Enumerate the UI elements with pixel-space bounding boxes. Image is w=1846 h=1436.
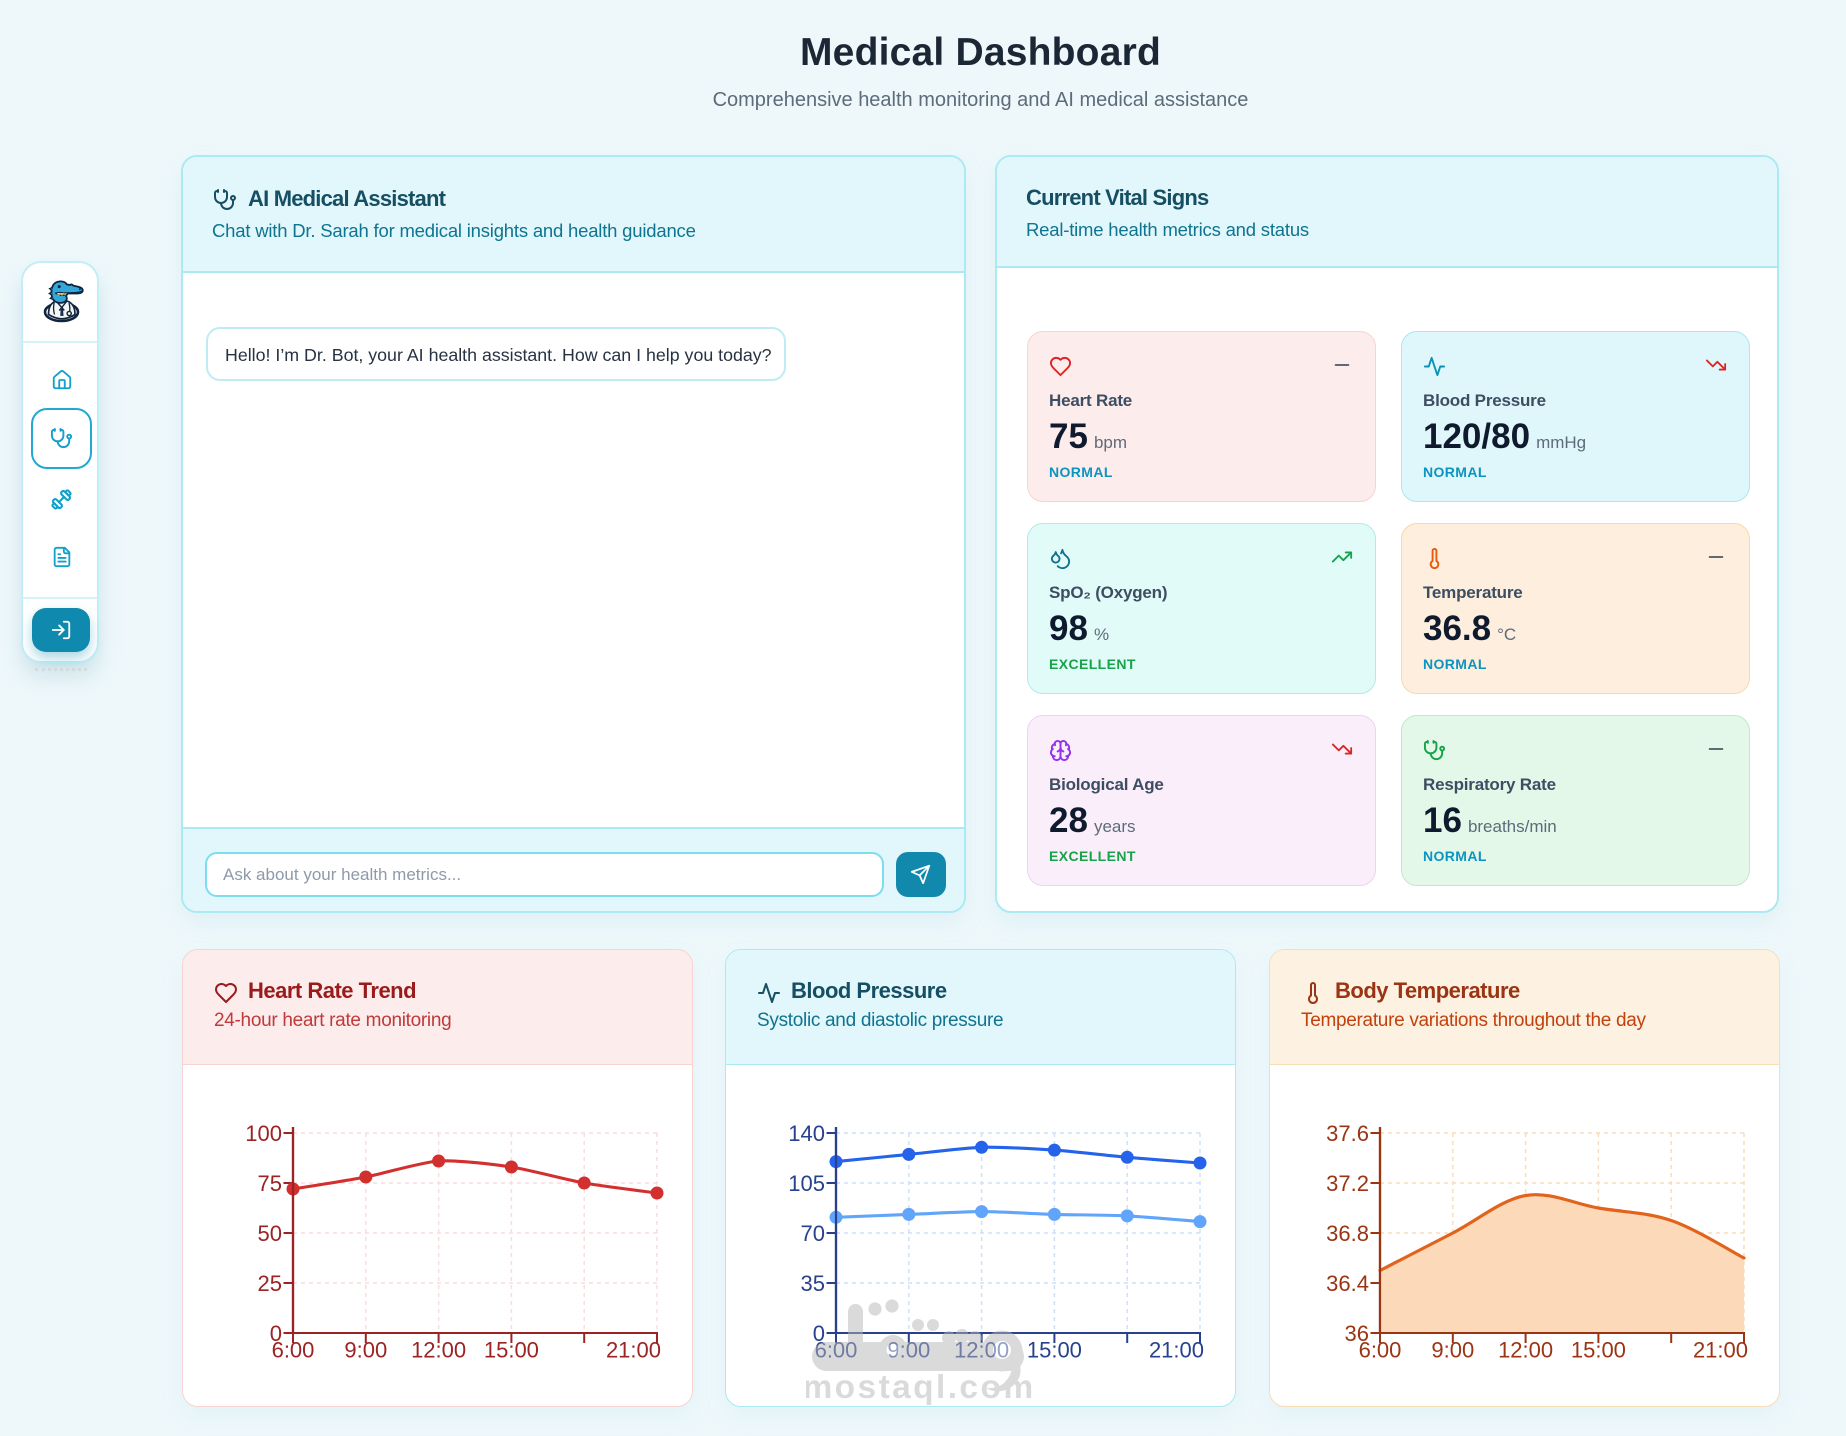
svg-text:12:00: 12:00: [954, 1338, 1009, 1363]
svg-text:21:00: 21:00: [606, 1338, 661, 1363]
svg-text:50: 50: [258, 1221, 282, 1246]
svg-text:37.2: 37.2: [1326, 1171, 1369, 1196]
svg-text:15:00: 15:00: [1027, 1338, 1082, 1363]
svg-text:15:00: 15:00: [484, 1338, 539, 1363]
svg-text:9:00: 9:00: [887, 1338, 930, 1363]
svg-text:21:00: 21:00: [1149, 1338, 1204, 1363]
svg-text:35: 35: [801, 1271, 825, 1296]
svg-text:12:00: 12:00: [1498, 1338, 1553, 1363]
svg-text:9:00: 9:00: [344, 1338, 387, 1363]
svg-text:6:00: 6:00: [815, 1338, 858, 1363]
svg-text:21:00: 21:00: [1693, 1338, 1748, 1363]
svg-text:100: 100: [245, 1121, 282, 1146]
svg-text:15:00: 15:00: [1571, 1338, 1626, 1363]
svg-text:0: 0: [813, 1321, 825, 1346]
svg-text:105: 105: [788, 1171, 825, 1196]
svg-text:140: 140: [788, 1121, 825, 1146]
svg-text:37.6: 37.6: [1326, 1121, 1369, 1146]
svg-text:6:00: 6:00: [272, 1338, 315, 1363]
svg-text:36.4: 36.4: [1326, 1271, 1369, 1296]
svg-text:75: 75: [258, 1171, 282, 1196]
svg-text:36.8: 36.8: [1326, 1221, 1369, 1246]
svg-text:70: 70: [801, 1221, 825, 1246]
svg-text:12:00: 12:00: [411, 1338, 466, 1363]
svg-text:6:00: 6:00: [1359, 1338, 1402, 1363]
svg-text:25: 25: [258, 1271, 282, 1296]
svg-text:0: 0: [270, 1321, 282, 1346]
svg-text:9:00: 9:00: [1431, 1338, 1474, 1363]
svg-text:36: 36: [1345, 1321, 1369, 1346]
